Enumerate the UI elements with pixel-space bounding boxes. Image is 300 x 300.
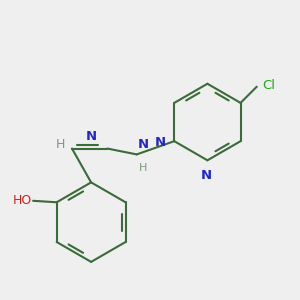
Text: N: N [138,139,149,152]
Text: HO: HO [12,194,32,207]
Text: N: N [155,136,166,149]
Text: Cl: Cl [262,79,275,92]
Text: H: H [139,163,147,173]
Text: N: N [85,130,97,143]
Text: H: H [56,139,65,152]
Text: N: N [200,169,211,182]
